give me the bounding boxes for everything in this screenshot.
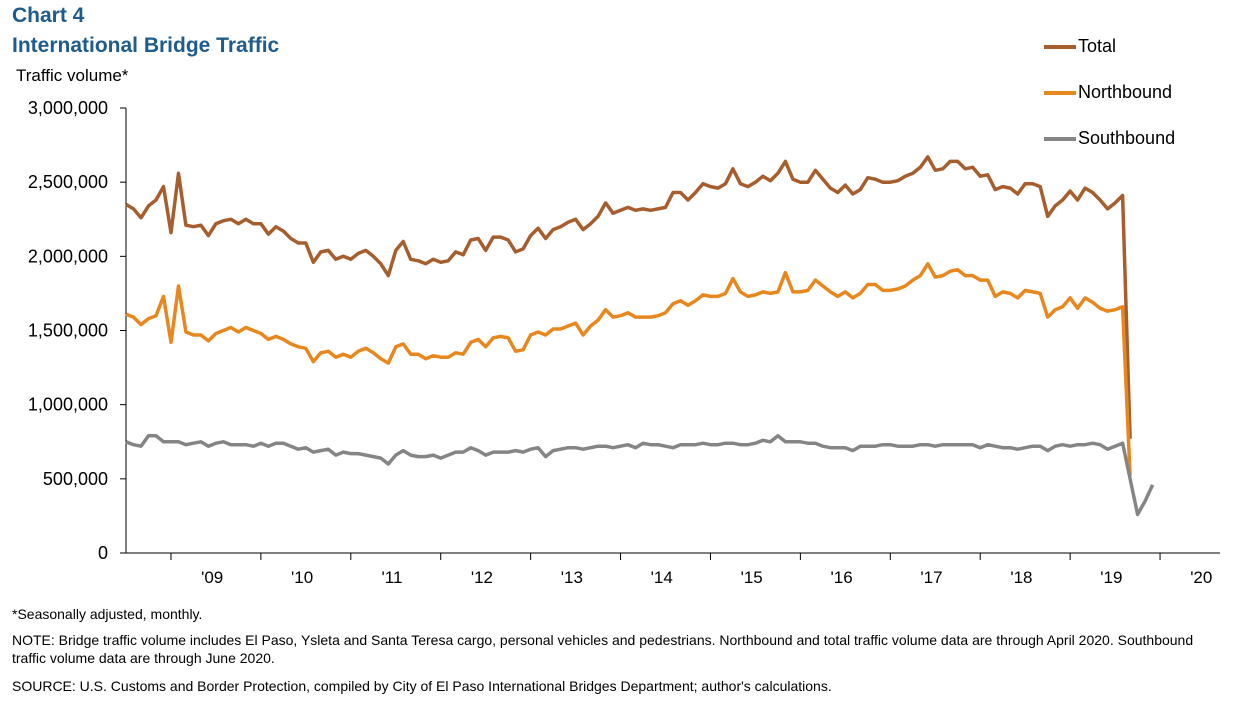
x-tick-label: '13 xyxy=(561,568,583,587)
series-line-northbound xyxy=(125,262,1132,476)
y-tick-label: 3,000,000 xyxy=(28,98,108,118)
legend-label-northbound: Northbound xyxy=(1078,82,1173,102)
legend-swatch-northbound xyxy=(1044,91,1076,95)
footnote-seasonal: *Seasonally adjusted, monthly. xyxy=(12,606,203,622)
x-tick-label: '17 xyxy=(920,568,942,587)
x-tick-label: '20 xyxy=(1190,568,1212,587)
x-tick-label: '10 xyxy=(291,568,313,587)
y-tick-label: 500,000 xyxy=(43,469,108,489)
series-line-total xyxy=(125,155,1132,439)
y-tick-label: 2,500,000 xyxy=(28,172,108,192)
series-line-southbound xyxy=(125,434,1155,517)
x-tick-label: '09 xyxy=(201,568,223,587)
x-tick-label: '18 xyxy=(1010,568,1032,587)
x-tick-label: '14 xyxy=(651,568,673,587)
legend-swatch-southbound xyxy=(1044,137,1076,141)
chart-title: International Bridge Traffic xyxy=(12,34,280,57)
y-tick-label: 1,500,000 xyxy=(28,321,108,341)
y-tick-label: 2,000,000 xyxy=(28,246,108,266)
legend-swatch-total xyxy=(1044,45,1076,49)
chart-number: Chart 4 xyxy=(12,4,85,27)
y-axis-label: Traffic volume* xyxy=(16,66,129,85)
x-tick-label: '19 xyxy=(1100,568,1122,587)
legend-label-southbound: Southbound xyxy=(1078,128,1176,148)
x-tick-label: '16 xyxy=(831,568,853,587)
footnote-source: SOURCE: U.S. Customs and Border Protecti… xyxy=(12,678,832,694)
legend-label-total: Total xyxy=(1078,36,1117,56)
line-chart: 0 500,000 1,000,000 1,500,000 2,000,000 2,500… xyxy=(28,98,1220,587)
x-tick-label: '12 xyxy=(471,568,493,587)
y-tick-label: 1,000,000 xyxy=(28,395,108,415)
y-tick-label: 0 xyxy=(98,543,108,563)
footnote-note: NOTE: Bridge traffic volume includes El … xyxy=(12,632,1194,666)
x-tick-label: '11 xyxy=(382,568,403,587)
x-tick-label: '15 xyxy=(741,568,763,587)
